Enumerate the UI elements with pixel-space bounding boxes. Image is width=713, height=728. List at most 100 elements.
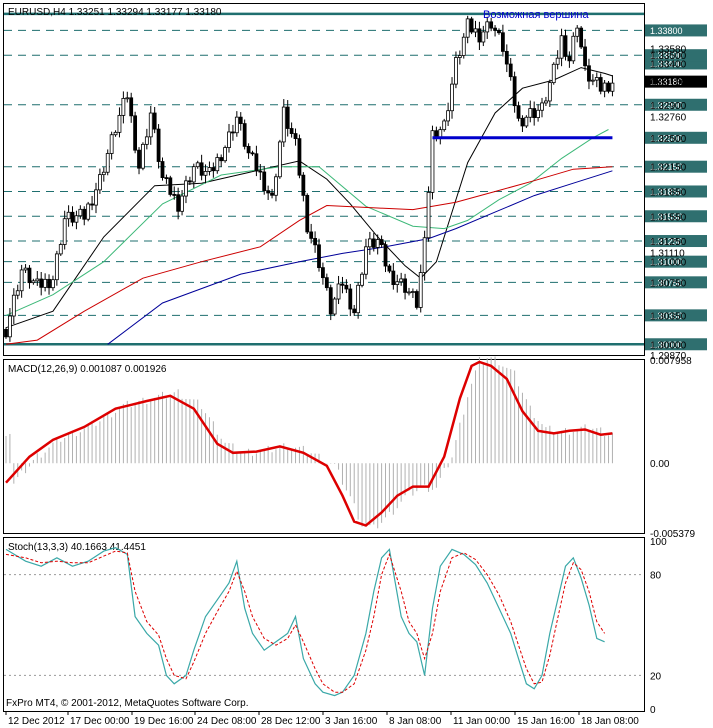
candle-body — [336, 283, 341, 300]
level-badge — [645, 309, 707, 322]
candle-body — [606, 82, 611, 92]
candle-body — [547, 82, 552, 102]
price-tick-label: 1.30000 — [650, 340, 687, 351]
candle-body — [508, 63, 513, 78]
candle-body — [19, 269, 24, 292]
candle-body — [555, 57, 560, 65]
candle-body — [121, 98, 126, 116]
candle-body — [571, 35, 576, 62]
candle-body — [422, 237, 427, 273]
candle-body — [4, 328, 8, 338]
candle-body — [141, 143, 145, 169]
candle-body — [579, 27, 584, 48]
candle-body — [137, 149, 141, 169]
level-badge-label: 1.30000 — [650, 340, 683, 350]
candle-body — [528, 108, 533, 118]
candle-body — [497, 30, 501, 34]
candle-body — [74, 215, 79, 223]
price-tick-label: 1.31550 — [650, 212, 687, 223]
candle-body — [82, 208, 87, 220]
level-badge-label: 1.33180 — [650, 77, 683, 87]
candle-body — [262, 171, 267, 192]
candle-body — [457, 55, 462, 58]
price-tick-label: 1.32150 — [650, 163, 687, 174]
candle-body — [293, 133, 298, 140]
x-axis-label: 15 Jan 16:00 — [517, 716, 575, 727]
candle-body — [352, 308, 357, 314]
candle-body — [227, 131, 231, 148]
candle-body — [27, 267, 32, 284]
price-tick-label: 1.30350 — [650, 311, 687, 322]
candle-body — [348, 288, 353, 310]
candle-body — [504, 51, 509, 65]
candle-body — [446, 110, 451, 122]
candle-body — [207, 167, 212, 172]
x-axis: 12 Dec 2012 17 Dec 00:00 19 Dec 16:00 24 De… — [5, 711, 639, 727]
candle-body — [489, 21, 494, 29]
candle-body — [305, 194, 310, 233]
x-axis-label: 11 Jan 00:00 — [453, 716, 511, 727]
stoch-panel: Stoch(13,3,3) 40.1663 41.4451 100 80 20 0 F… — [3, 537, 667, 716]
stoch-tick-label: 20 — [650, 671, 662, 682]
candle-body — [469, 18, 474, 33]
candle-body — [375, 239, 380, 248]
candle-body — [344, 284, 349, 290]
candle-body — [602, 82, 607, 92]
candle-body — [223, 147, 228, 162]
candle-body — [407, 291, 411, 294]
candle-body — [379, 239, 384, 246]
level-badge — [645, 49, 707, 62]
candle-body — [266, 190, 271, 194]
candle-body — [70, 211, 75, 223]
candle-body — [258, 170, 263, 173]
candle-body — [360, 273, 364, 286]
price-tick-label: 1.31250 — [650, 237, 687, 248]
candle-body — [317, 244, 321, 269]
macd-signal-line-layer — [5, 360, 613, 527]
candle-body — [199, 162, 204, 176]
level-badge-label: 1.33500 — [650, 51, 683, 61]
macd-panel: MACD(12,26,9) 0.001087 0.001926 0.007958… — [3, 356, 695, 540]
candle-body — [219, 157, 224, 162]
annotation-label: Возможная вершина — [483, 9, 589, 21]
candle-body — [364, 246, 368, 275]
price-tick-label: 1.33180 — [650, 78, 687, 89]
candle-body — [383, 244, 388, 267]
candle-body — [242, 123, 247, 147]
candle-body — [144, 136, 149, 145]
candle-body — [129, 97, 134, 117]
price-tick-label: 1.32760 — [650, 112, 687, 123]
candle-body — [540, 102, 544, 111]
candle-body — [313, 237, 317, 246]
candle-body — [328, 287, 333, 315]
level-badge — [645, 235, 707, 248]
candle-body — [477, 28, 482, 43]
candle-body — [414, 291, 419, 308]
candle-body — [270, 192, 274, 196]
level-badge — [645, 185, 707, 198]
candle-body — [148, 112, 153, 138]
candle-body — [454, 57, 458, 85]
candle-body — [485, 21, 490, 33]
candle-body — [94, 189, 98, 206]
candle-body — [47, 278, 51, 289]
candle-body — [493, 27, 497, 31]
candle-body — [536, 109, 540, 118]
level-badge-label: 1.31250 — [650, 237, 683, 247]
candle-body — [125, 97, 130, 100]
x-axis-label: 8 Jan 08:00 — [389, 716, 442, 727]
x-axis-label: 12 Dec 2012 — [8, 716, 65, 727]
candle-body — [481, 31, 486, 43]
candle-body — [563, 35, 568, 57]
price-tick-label: 1.31110 — [650, 249, 685, 260]
level-badge — [645, 131, 707, 144]
level-badge — [645, 210, 707, 223]
candle-body — [8, 315, 12, 338]
candle-body — [172, 194, 177, 196]
candle-body — [567, 56, 572, 62]
candle-body — [321, 267, 325, 279]
candle-body — [587, 65, 591, 82]
macd-tick-label: 0.00 — [650, 459, 670, 470]
price-tick-label: 1.30750 — [650, 278, 687, 289]
candle-body — [461, 36, 466, 56]
